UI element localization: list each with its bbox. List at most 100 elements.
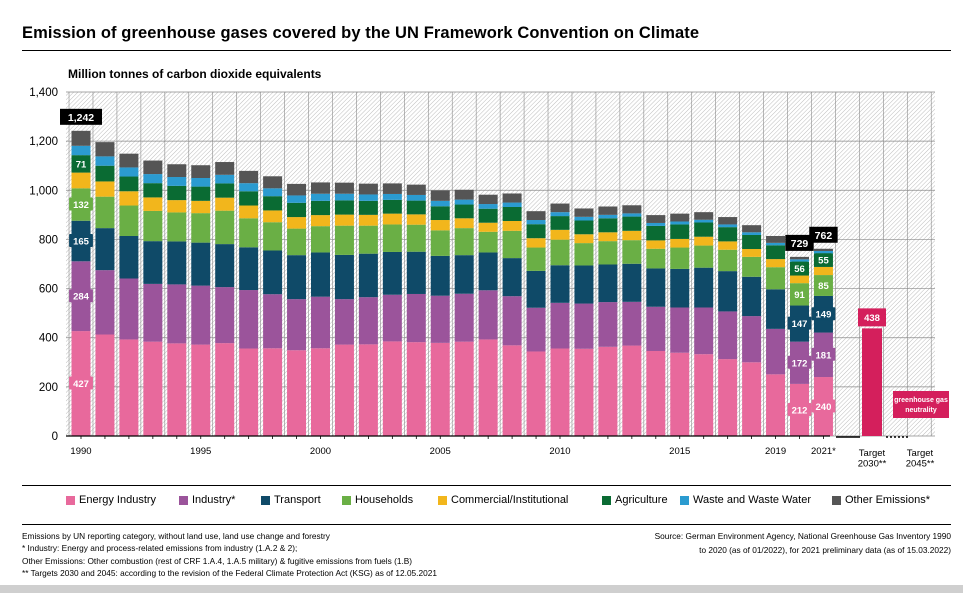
bar-segment-industry	[646, 306, 666, 351]
bar-segment-other	[167, 164, 187, 178]
segment-label: 55	[818, 256, 829, 267]
bar-segment-energy	[167, 343, 187, 436]
bar-segment-waste	[215, 174, 235, 184]
bar-segment-industry	[502, 296, 522, 346]
bar-segment-other	[334, 182, 354, 194]
bar-segment-households	[406, 224, 426, 252]
bar-segment-commercial	[143, 197, 163, 211]
bar-segment-industry	[430, 295, 450, 343]
bar-segment-other	[526, 211, 546, 221]
bar-segment-waste	[406, 194, 426, 201]
segment-label-bg	[811, 347, 836, 361]
bar-segment-agriculture	[430, 206, 450, 221]
bar-segment-industry	[287, 299, 307, 351]
bar-segment-households	[670, 247, 690, 269]
bar-segment-agriculture	[574, 220, 594, 235]
segment-label-bg	[811, 399, 836, 413]
bar-segment-other	[95, 142, 115, 157]
bar-segment-transport	[143, 241, 163, 284]
bar-segment-waste	[239, 183, 259, 192]
bar-segment-industry	[742, 316, 762, 363]
bar-segment-commercial	[215, 197, 235, 211]
bar-segment-households	[502, 230, 522, 259]
bar-segment-energy	[742, 362, 762, 436]
bar-segment-commercial	[766, 259, 786, 268]
bar-segment-households	[622, 240, 642, 264]
bar-segment-other	[670, 213, 690, 222]
legend-swatch	[261, 495, 270, 505]
bar-segment-agriculture	[670, 224, 690, 239]
bar-segment-transport	[478, 252, 498, 291]
bar-segment-industry	[143, 283, 163, 342]
target-value-label: 438	[864, 313, 880, 324]
footer-rule	[22, 524, 951, 525]
legend-label: Other Emissions*	[845, 494, 930, 506]
legend-item: Commercial/Institutional	[438, 494, 568, 506]
bar-segment-agriculture	[311, 200, 330, 216]
bar-segment-agriculture	[382, 199, 402, 214]
x-tick-label: 1995	[190, 446, 211, 457]
bar-segment-commercial	[167, 200, 187, 213]
legend-swatch	[438, 495, 447, 505]
bar-segment-waste	[574, 216, 594, 221]
bar-segment-energy	[215, 343, 235, 436]
bar-segment-industry	[382, 294, 402, 342]
bar-segment-waste	[670, 221, 690, 225]
legend-item: Waste and Waste Water	[680, 494, 811, 506]
total-label-bg	[60, 108, 102, 125]
bar-segment-other	[622, 205, 642, 214]
bar-segment-agriculture	[334, 200, 354, 215]
bar-segment-other	[718, 217, 738, 225]
bar-segment-agriculture	[287, 202, 307, 218]
total-label: 762	[815, 230, 833, 242]
bar-segment-households	[263, 222, 283, 251]
x-tick-label: 1990	[70, 446, 91, 457]
x-tick-label: 2015	[669, 446, 690, 457]
total-label: 1,242	[68, 112, 94, 124]
y-tick-label: 1,400	[29, 87, 58, 99]
bars	[71, 130, 882, 436]
legend-label: Waste and Waste Water	[693, 494, 811, 506]
segment-label-bg	[69, 376, 93, 390]
bar-segment-waste	[646, 222, 666, 226]
bar-segment-industry	[167, 284, 187, 344]
legend-item: Industry*	[179, 494, 235, 506]
source-note: Source: German Environment Agency, Natio…	[655, 530, 951, 557]
bar-segment-households	[430, 230, 450, 256]
bar-segment-industry	[239, 290, 259, 349]
footnote: ** Targets 2030 and 2045: according to t…	[22, 568, 437, 579]
bar-segment-industry	[334, 299, 354, 345]
segment-label-bg	[787, 355, 812, 369]
bar-segment-waste	[334, 193, 354, 201]
bar-segment-energy	[646, 350, 666, 436]
segment-label-bg	[72, 156, 90, 170]
bar-segment-agriculture	[406, 200, 426, 215]
footnote: Emissions by UN reporting category, with…	[22, 531, 330, 541]
bar-segment-commercial	[718, 241, 738, 250]
bar-segment-agriculture	[766, 245, 786, 260]
bar-segment-commercial	[478, 222, 498, 232]
legend-swatch	[66, 495, 75, 505]
bar-segment-commercial	[406, 214, 426, 225]
legend-label: Energy Industry	[79, 494, 157, 506]
bar-segment-agriculture	[119, 176, 139, 192]
bar-segment-other	[813, 248, 833, 251]
bar-segment-industry	[598, 302, 618, 347]
bar-segment-waste	[813, 250, 833, 254]
bar-segment-households	[191, 213, 211, 243]
labels: 427 284 165 132 71 212 172 147 91 56 240 181 149 85 55…	[60, 108, 949, 418]
bar-segment-households	[167, 212, 187, 242]
bar-segment-transport	[694, 267, 714, 308]
bar-segment-households	[95, 196, 115, 229]
bar-segment-energy	[526, 351, 546, 436]
bar-segment-commercial	[239, 205, 259, 219]
bar-segment-transport	[430, 255, 450, 296]
bar-segment-energy	[694, 354, 714, 436]
bar-segment-transport	[263, 250, 283, 295]
legend-label: Households	[355, 494, 414, 506]
y-tick-label: 600	[39, 284, 58, 296]
bar-segment-commercial	[311, 215, 330, 227]
legend-item: Energy Industry	[66, 494, 156, 506]
legend-label: Transport	[274, 494, 321, 506]
x-tick-label: 2005	[430, 446, 451, 457]
